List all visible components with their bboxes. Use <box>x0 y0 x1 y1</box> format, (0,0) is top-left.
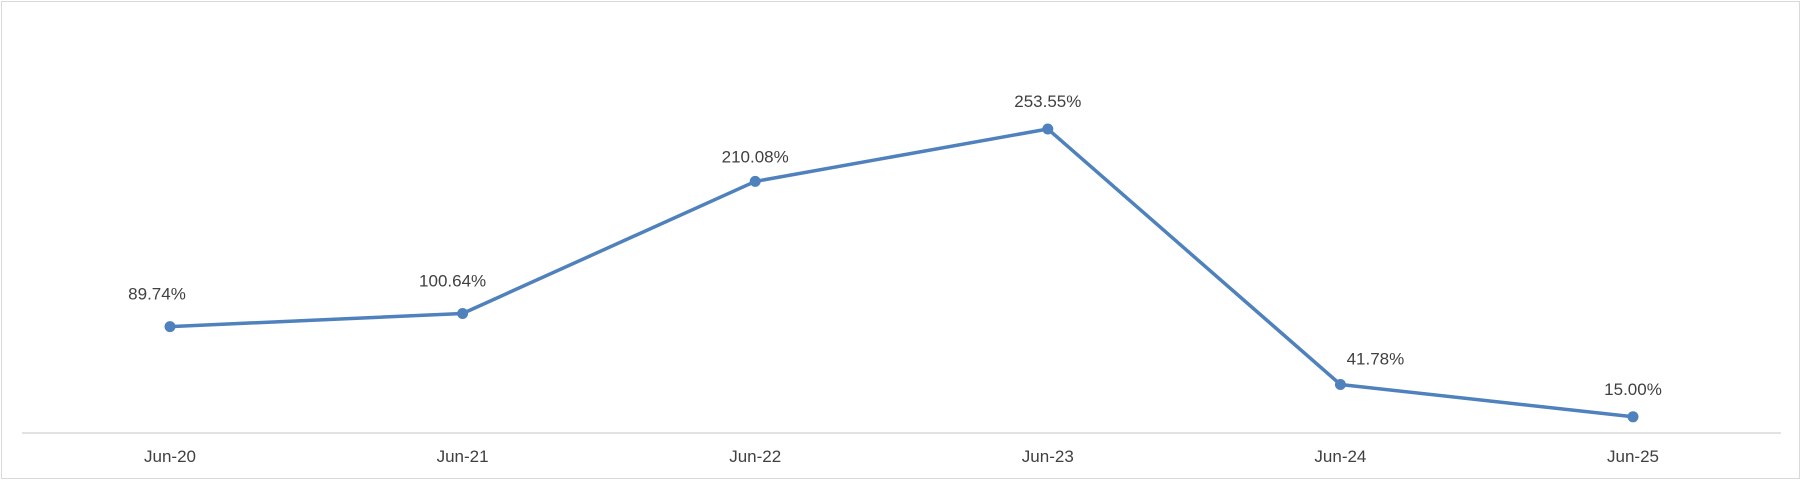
series-line <box>168 127 1635 419</box>
series-layer <box>164 123 1639 423</box>
x-tick-label: Jun-20 <box>144 447 196 466</box>
data-point[interactable] <box>1334 378 1346 390</box>
data-point[interactable] <box>749 175 761 187</box>
data-label: 41.78% <box>1347 349 1405 368</box>
data-label: 253.55% <box>1014 92 1081 111</box>
x-tick-layer: Jun-20 Jun-21 Jun-22 Jun-23 Jun-24 Jun-25 <box>144 447 1659 466</box>
data-point[interactable] <box>164 321 176 333</box>
x-tick-label: Jun-23 <box>1022 447 1074 466</box>
x-tick-label: Jun-22 <box>729 447 781 466</box>
data-point[interactable] <box>1627 411 1639 423</box>
data-label: 210.08% <box>722 147 789 166</box>
data-point[interactable] <box>457 307 469 319</box>
data-label: 100.64% <box>419 271 486 290</box>
data-point[interactable] <box>1042 123 1054 135</box>
data-label-layer: 89.74% 100.64% 210.08% 253.55% 41.78% 15.00% <box>128 92 1662 399</box>
x-tick-label: Jun-24 <box>1314 447 1366 466</box>
x-tick-label: Jun-21 <box>437 447 489 466</box>
data-label: 89.74% <box>128 285 186 304</box>
x-tick-label: Jun-25 <box>1607 447 1659 466</box>
data-label: 15.00% <box>1604 380 1662 399</box>
